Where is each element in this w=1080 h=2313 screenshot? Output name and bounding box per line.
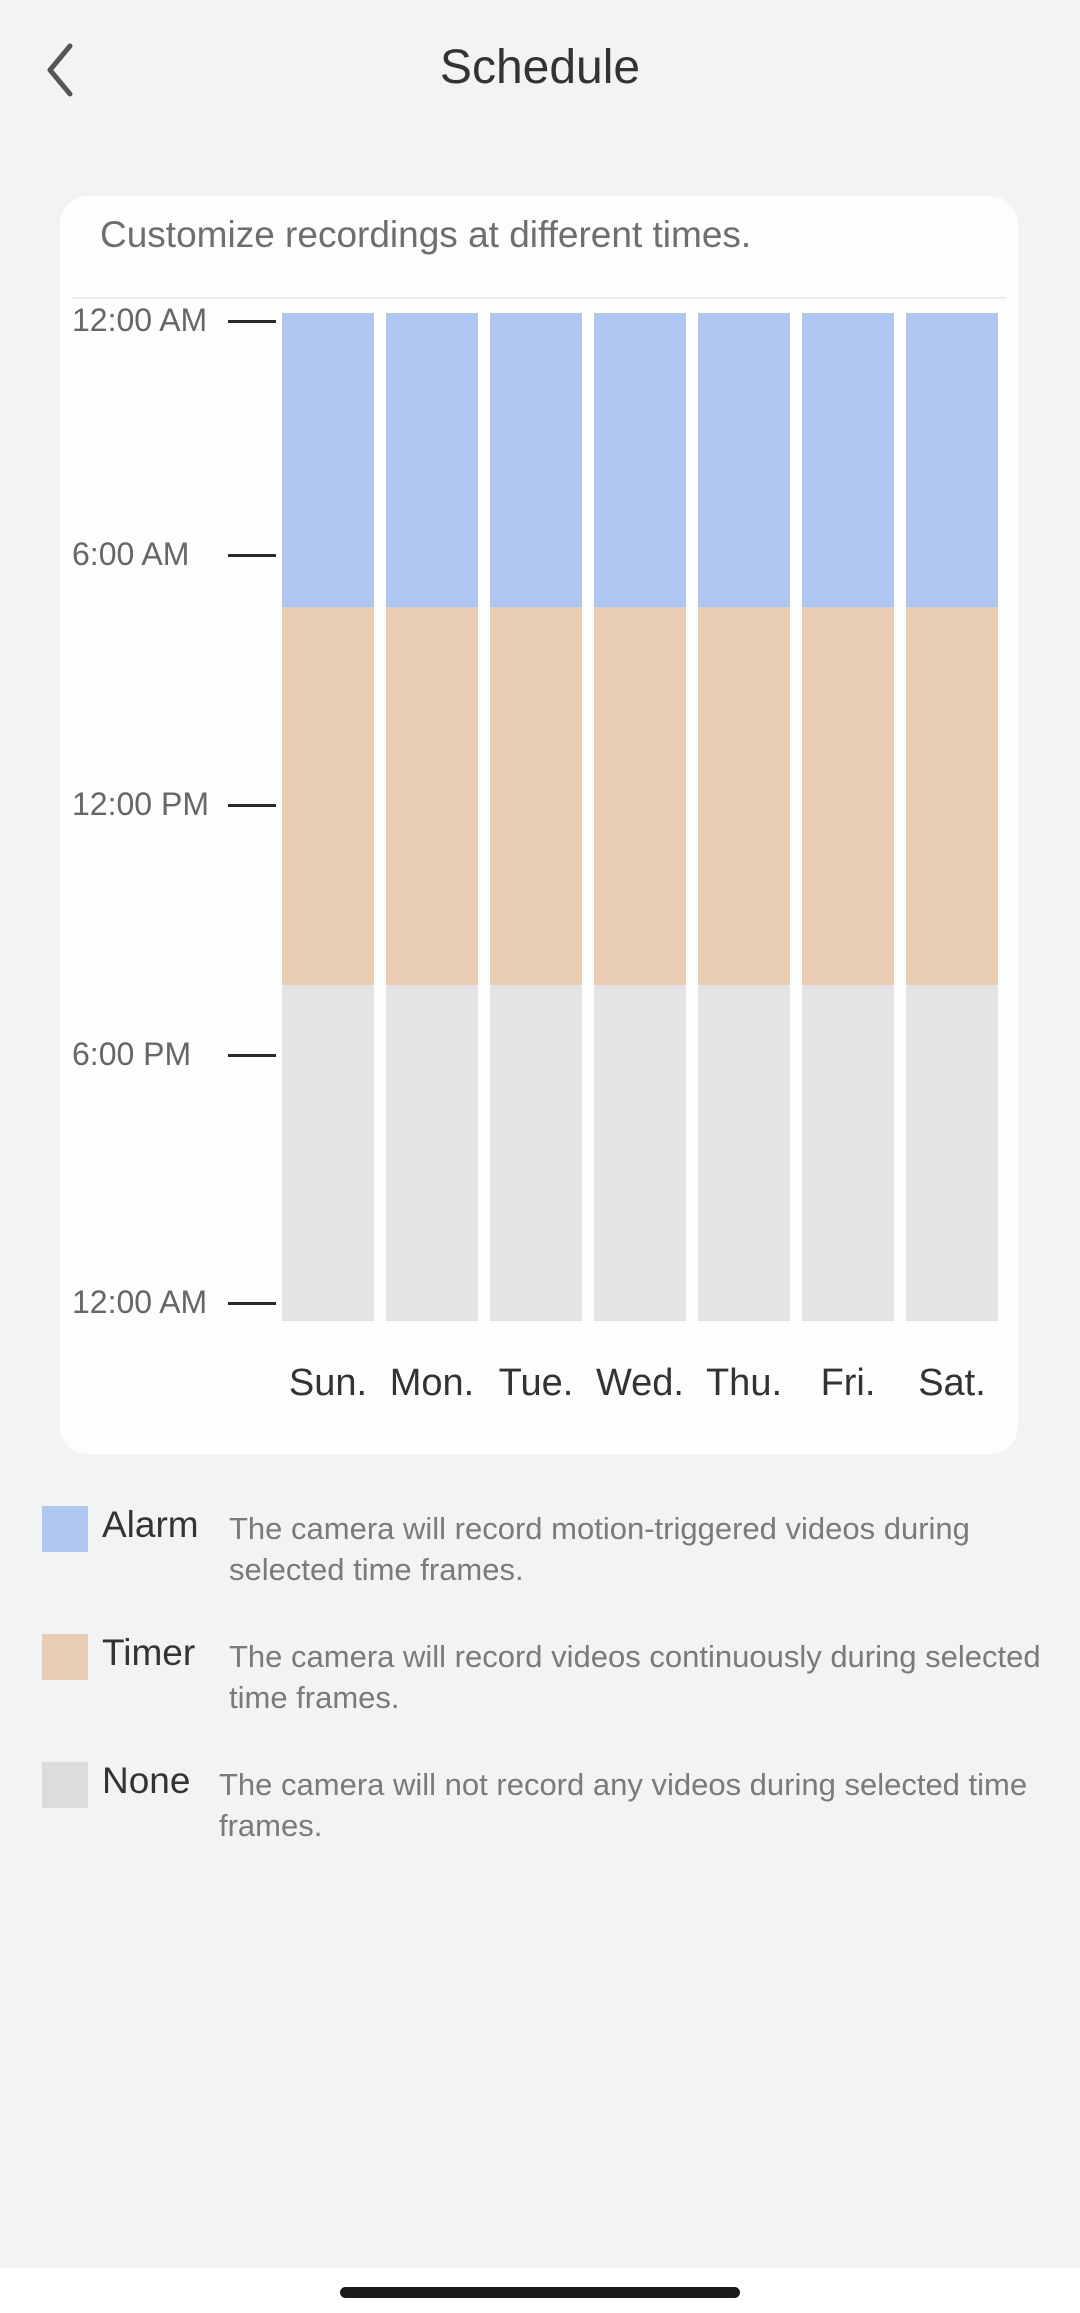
time-tick-label: 12:00 AM [72, 302, 208, 338]
day-label: Fri. [820, 1362, 876, 1404]
card-description: Customize recordings at different times. [100, 214, 752, 255]
alarm-swatch [42, 1506, 88, 1552]
legend-name: Alarm [102, 1504, 199, 1545]
schedule-segment-none[interactable] [802, 985, 894, 1321]
schedule-segment-none[interactable] [386, 985, 478, 1321]
schedule-segment-timer[interactable] [698, 607, 790, 985]
none-swatch [42, 1762, 88, 1808]
top-bar: Schedule [0, 0, 1080, 140]
day-label: Thu. [705, 1362, 783, 1404]
page-title: Schedule [439, 41, 641, 94]
schedule-segment-none[interactable] [282, 985, 374, 1321]
time-tick [228, 320, 276, 323]
chevron-left-icon [47, 43, 73, 97]
timer-swatch [42, 1634, 88, 1680]
schedule-segment-alarm[interactable] [594, 313, 686, 607]
schedule-segment-timer[interactable] [802, 607, 894, 985]
schedule-segment-alarm[interactable] [802, 313, 894, 607]
legend-description: The camera will record videos continuous… [229, 1639, 1041, 1715]
schedule-segment-alarm[interactable] [698, 313, 790, 607]
back-button[interactable] [30, 30, 90, 110]
day-label: Wed. [595, 1362, 684, 1404]
legend-name: None [102, 1760, 191, 1801]
time-tick [228, 1054, 276, 1057]
time-tick [228, 804, 276, 807]
time-tick [228, 554, 276, 557]
home-indicator[interactable] [340, 2287, 740, 2298]
schedule-segment-alarm[interactable] [490, 313, 582, 607]
schedule-segment-none[interactable] [594, 985, 686, 1321]
legend-name: Timer [102, 1632, 196, 1673]
schedule-card: Customize recordings at different times.… [60, 196, 1018, 1454]
schedule-segment-alarm[interactable] [282, 313, 374, 607]
card-divider [72, 297, 1006, 299]
time-tick-label: 6:00 AM [72, 536, 190, 572]
legend-description: The camera will record motion-triggered … [229, 1511, 970, 1587]
day-label: Sat. [918, 1362, 986, 1404]
schedule-segment-timer[interactable] [282, 607, 374, 985]
schedule-segment-timer[interactable] [906, 607, 998, 985]
time-tick-label: 12:00 AM [72, 1284, 208, 1320]
day-label: Tue. [498, 1362, 574, 1404]
schedule-segment-timer[interactable] [490, 607, 582, 985]
legend-description: The camera will not record any videos du… [219, 1767, 1028, 1843]
schedule-segment-none[interactable] [490, 985, 582, 1321]
schedule-segment-none[interactable] [698, 985, 790, 1321]
time-tick [228, 1302, 276, 1305]
schedule-segment-alarm[interactable] [906, 313, 998, 607]
time-tick-label: 6:00 PM [72, 1036, 192, 1072]
time-tick-label: 12:00 PM [72, 786, 209, 822]
day-label: Mon. [389, 1362, 475, 1404]
day-label: Sun. [288, 1362, 368, 1404]
schedule-segment-timer[interactable] [594, 607, 686, 985]
schedule-segment-none[interactable] [906, 985, 998, 1321]
schedule-segment-timer[interactable] [386, 607, 478, 985]
schedule-segment-alarm[interactable] [386, 313, 478, 607]
